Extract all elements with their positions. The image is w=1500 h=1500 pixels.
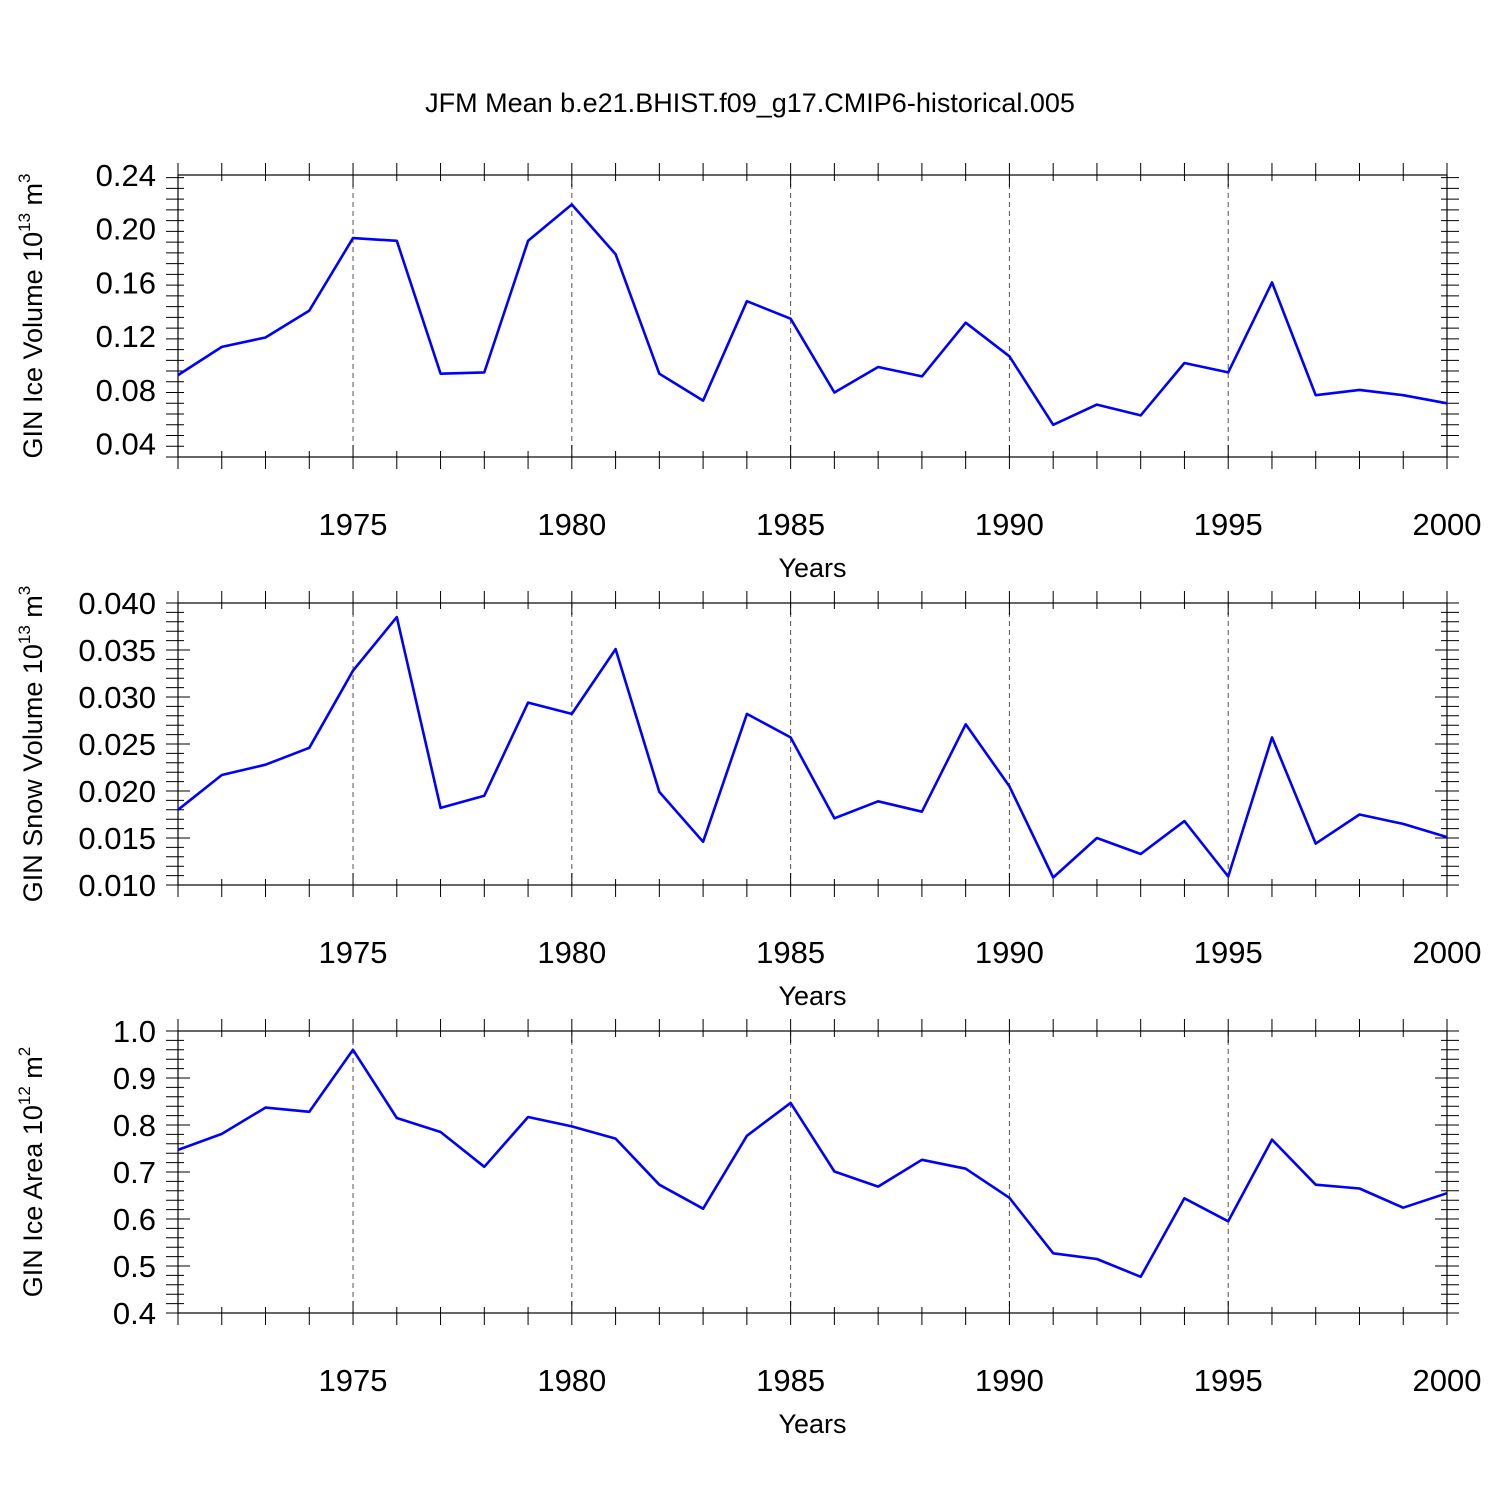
y-axis-label-superscript: 3: [15, 173, 34, 182]
y-axis-label-superscript: 3: [15, 586, 34, 595]
y-axis-label: GIN Snow Volume 1013 m3: [15, 586, 48, 903]
y-tick-label: 0.9: [113, 1061, 156, 1096]
y-tick-label: 0.010: [78, 868, 156, 903]
y-axis-label-superscript: 13: [15, 213, 34, 232]
chart-panel-3: 0.4 0.5 0.6 0.7 0.8 0.9 1.0 1975 1980 1985 1990 199…: [15, 1014, 1481, 1439]
y-axis-label: GIN Ice Area 1012 m2: [15, 1047, 48, 1298]
y-tick-label: 0.025: [78, 727, 156, 762]
y-tick-label: 0.6: [113, 1202, 156, 1237]
x-tick-label: 1995: [1194, 507, 1263, 542]
y-axis-label-text: GIN Ice Volume 10: [18, 232, 48, 459]
y-tick-label: 0.7: [113, 1155, 156, 1190]
x-tick-label: 1985: [756, 935, 825, 970]
x-tick-label: 1975: [319, 935, 388, 970]
y-tick-label: 0.4: [113, 1296, 156, 1331]
y-tick-label: 0.035: [78, 633, 156, 668]
x-tick-label: 1990: [975, 507, 1044, 542]
y-tick-label: 0.5: [113, 1249, 156, 1284]
y-tick-label: 0.8: [113, 1108, 156, 1143]
x-tick-label: 1990: [975, 935, 1044, 970]
x-tick-label: 1975: [319, 1363, 388, 1398]
y-axis-label-superscript: 13: [15, 625, 34, 644]
y-axis-label-text: GIN Snow Volume 10: [18, 644, 48, 902]
chart-panel-1: 0.04 0.08 0.12 0.16 0.20 0.24 1975 1980 1985 1990…: [15, 158, 1481, 583]
x-tick-label: 1995: [1194, 935, 1263, 970]
x-axis-label: Years: [778, 981, 846, 1011]
x-axis-label: Years: [778, 553, 846, 583]
x-axis-label: Years: [778, 1409, 846, 1439]
y-tick-label: 1.0: [113, 1014, 156, 1049]
x-tick-label: 1995: [1194, 1363, 1263, 1398]
y-tick-label: 0.08: [96, 373, 156, 408]
panels: 0.04 0.08 0.12 0.16 0.20 0.24 1975 1980 1985 1990…: [15, 158, 1481, 1439]
y-tick-label: 0.015: [78, 821, 156, 856]
figure-title: JFM Mean b.e21.BHIST.f09_g17.CMIP6-histo…: [425, 88, 1075, 118]
y-axis-label-text: m: [18, 183, 48, 213]
x-tick-label: 1975: [319, 507, 388, 542]
x-tick-label: 2000: [1413, 1363, 1482, 1398]
x-tick-label: 1985: [756, 1363, 825, 1398]
y-tick-label: 0.040: [78, 586, 156, 621]
x-tick-label: 1985: [756, 507, 825, 542]
y-tick-label: 0.020: [78, 774, 156, 809]
x-tick-label: 1980: [537, 507, 606, 542]
x-tick-label: 1980: [537, 935, 606, 970]
y-axis-label-text: GIN Ice Area 10: [18, 1105, 48, 1297]
series-line: [177, 1048, 1448, 1279]
y-tick-label: 0.16: [96, 265, 156, 300]
series-line: [177, 203, 1448, 427]
y-axis-label: GIN Ice Volume 1013 m3: [15, 173, 48, 458]
y-tick-label: 0.030: [78, 680, 156, 715]
plot-frame: [177, 174, 1448, 458]
x-tick-label: 2000: [1413, 935, 1482, 970]
y-tick-label: 0.20: [96, 212, 156, 247]
x-tick-label: 1990: [975, 1363, 1044, 1398]
y-tick-label: 0.24: [96, 158, 156, 193]
y-axis-label-text: m: [18, 1056, 48, 1086]
series-line: [177, 615, 1448, 879]
x-tick-label: 1980: [537, 1363, 606, 1398]
y-axis-label-superscript: 2: [15, 1047, 34, 1056]
x-tick-label: 2000: [1413, 507, 1482, 542]
y-tick-label: 0.12: [96, 319, 156, 354]
y-axis-label-text: m: [18, 595, 48, 625]
y-axis-label-superscript: 12: [15, 1086, 34, 1105]
chart-panel-2: 0.010 0.015 0.020 0.025 0.030 0.035 0.040 1975 1…: [15, 586, 1481, 1011]
y-tick-label: 0.04: [96, 427, 156, 462]
